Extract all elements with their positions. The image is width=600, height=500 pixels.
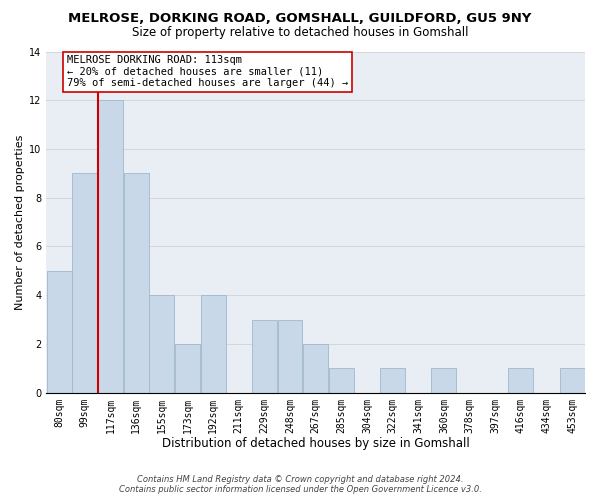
Bar [47,271,71,392]
Text: Contains HM Land Registry data © Crown copyright and database right 2024.
Contai: Contains HM Land Registry data © Crown c… [119,474,481,494]
Bar [252,320,277,392]
Text: MELROSE DORKING ROAD: 113sqm
← 20% of detached houses are smaller (11)
79% of se: MELROSE DORKING ROAD: 113sqm ← 20% of de… [67,55,348,88]
Bar [73,174,97,392]
Bar [380,368,405,392]
Bar [431,368,457,392]
X-axis label: Distribution of detached houses by size in Gomshall: Distribution of detached houses by size … [162,437,470,450]
Bar [329,368,354,392]
Bar [200,295,226,392]
Bar [508,368,533,392]
Bar [149,295,174,392]
Bar [303,344,328,393]
Text: MELROSE, DORKING ROAD, GOMSHALL, GUILDFORD, GU5 9NY: MELROSE, DORKING ROAD, GOMSHALL, GUILDFO… [68,12,532,26]
Bar [124,174,149,392]
Text: Size of property relative to detached houses in Gomshall: Size of property relative to detached ho… [132,26,468,39]
Bar [560,368,584,392]
Bar [98,100,123,392]
Y-axis label: Number of detached properties: Number of detached properties [15,134,25,310]
Bar [278,320,302,392]
Bar [175,344,200,393]
